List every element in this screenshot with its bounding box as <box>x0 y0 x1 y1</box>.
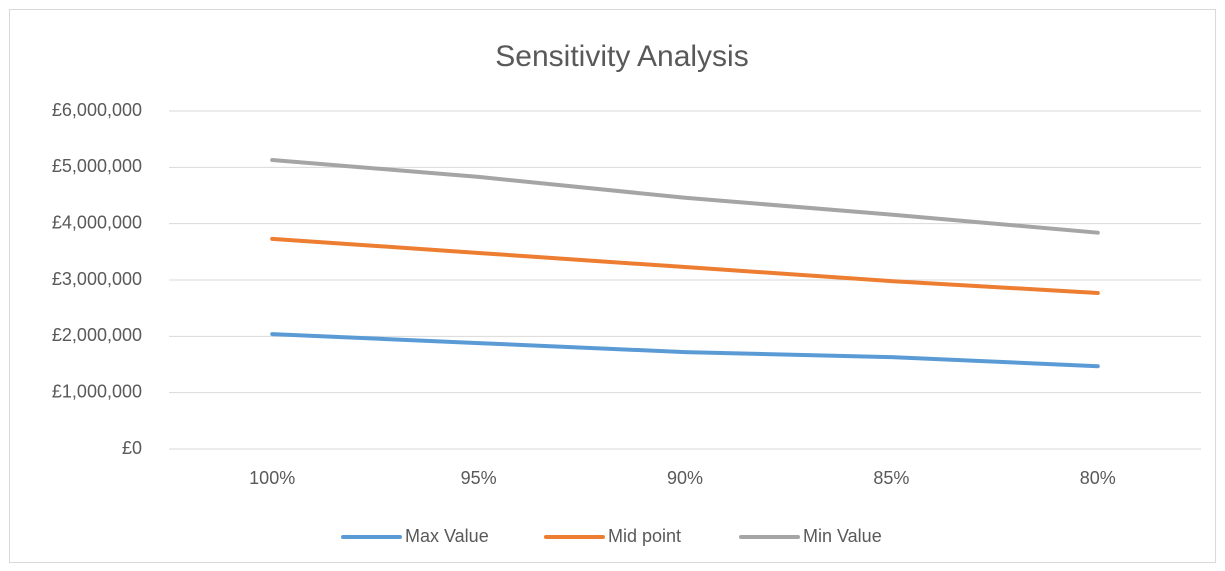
series-line <box>270 158 1100 235</box>
x-tick-label: 90% <box>667 468 703 488</box>
legend-label: Mid point <box>608 526 681 546</box>
x-tick-label: 95% <box>461 468 497 488</box>
legend-label: Min Value <box>803 526 882 546</box>
x-tick-label: 85% <box>873 468 909 488</box>
y-tick-label: £6,000,000 <box>52 100 142 120</box>
y-tick-label: £5,000,000 <box>52 156 142 176</box>
chart-border <box>9 9 1216 563</box>
x-tick-label: 80% <box>1080 468 1116 488</box>
y-tick-label: £4,000,000 <box>52 212 142 232</box>
y-tick-label: £2,000,000 <box>52 325 142 345</box>
y-tick-label: £0 <box>122 438 142 458</box>
y-tick-label: £1,000,000 <box>52 381 142 401</box>
legend-label: Max Value <box>405 526 489 546</box>
chart-title: Sensitivity Analysis <box>495 40 748 73</box>
y-tick-label: £3,000,000 <box>52 269 142 289</box>
x-tick-label: 100% <box>249 468 295 488</box>
series-line <box>270 236 1100 295</box>
series-line <box>270 332 1100 369</box>
